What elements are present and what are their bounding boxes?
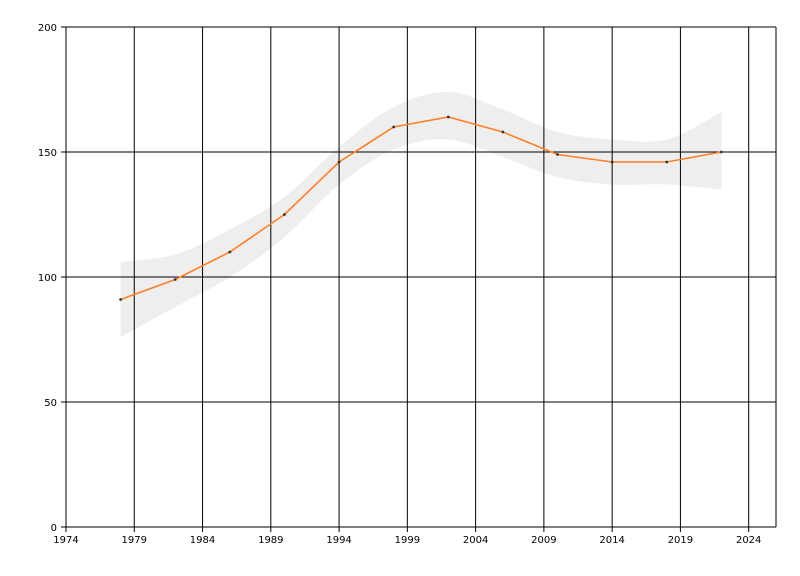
data-point <box>119 298 123 301</box>
x-tick-label: 2009 <box>531 535 556 546</box>
x-tick-label: 1974 <box>53 535 78 546</box>
data-point <box>283 213 286 216</box>
confidence-band <box>120 91 722 338</box>
data-point <box>719 150 723 154</box>
y-tick-label: 50 <box>44 398 57 409</box>
series-layer <box>119 115 723 301</box>
x-tick-label: 1999 <box>395 535 420 546</box>
x-tick-label: 2014 <box>599 535 624 546</box>
y-tick-label: 150 <box>38 148 57 159</box>
data-point <box>501 130 505 134</box>
data-point <box>173 278 177 281</box>
y-tick-label: 100 <box>38 273 57 284</box>
series-line <box>120 116 722 301</box>
x-tick-label: 1984 <box>190 535 215 546</box>
x-tick-label: 2019 <box>668 535 693 546</box>
x-tick-label: 1989 <box>258 535 283 546</box>
data-point <box>556 153 559 156</box>
x-tick-label: 1979 <box>122 535 147 546</box>
y-tick-label: 200 <box>38 23 57 34</box>
x-tick-label: 1994 <box>326 535 351 546</box>
data-point <box>228 250 232 254</box>
axis-layer <box>61 26 776 532</box>
x-tick-label: 2024 <box>736 535 761 546</box>
tick-label-layer: 1974 1979 1984 1989 1994 1999 2004 2009 2014 2019… <box>38 23 762 546</box>
y-tick-label: 0 <box>51 523 57 534</box>
data-point <box>610 160 614 164</box>
data-point <box>337 160 341 164</box>
confidence-band-layer <box>120 91 722 338</box>
data-point <box>392 125 396 129</box>
data-point <box>446 115 450 119</box>
data-point <box>665 160 669 164</box>
x-tick-label: 2004 <box>463 535 488 546</box>
